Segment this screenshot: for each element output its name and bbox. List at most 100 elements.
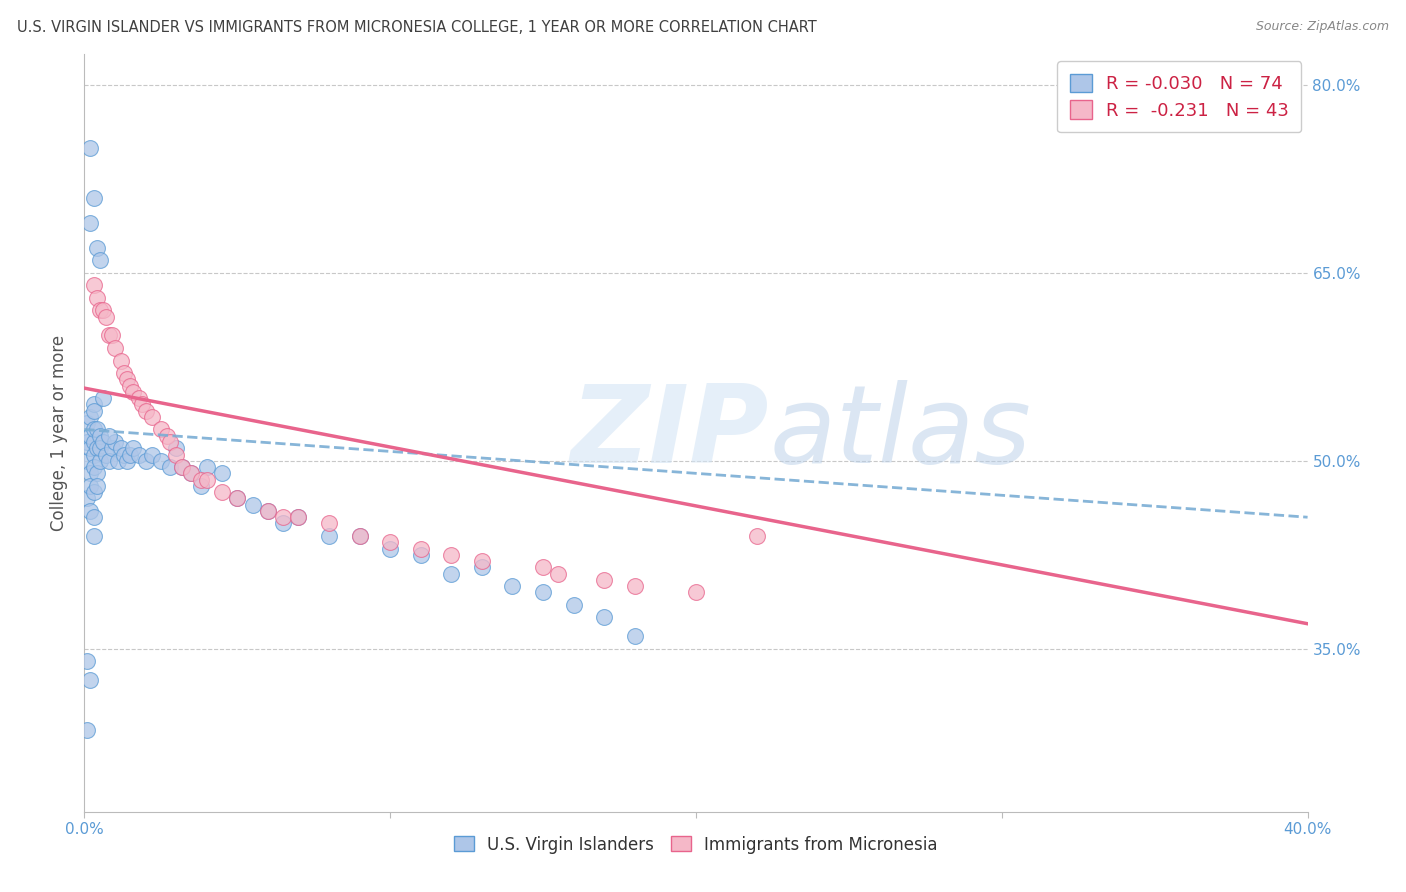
Point xyxy=(271,516,294,531)
Point xyxy=(440,566,463,581)
Point xyxy=(287,510,309,524)
Point xyxy=(76,416,98,430)
Point xyxy=(149,454,172,468)
Point xyxy=(120,378,142,392)
Point xyxy=(211,467,233,481)
Point xyxy=(83,448,105,462)
Text: Source: ZipAtlas.com: Source: ZipAtlas.com xyxy=(1256,20,1389,33)
Point xyxy=(471,554,494,568)
Point xyxy=(195,460,218,475)
Point xyxy=(83,435,105,450)
Point xyxy=(79,479,101,493)
Point xyxy=(83,397,105,411)
Point xyxy=(149,422,172,436)
Point xyxy=(257,504,280,518)
Point xyxy=(165,442,187,456)
Text: atlas: atlas xyxy=(769,380,1031,485)
Point xyxy=(89,253,111,268)
Point xyxy=(76,454,98,468)
Point xyxy=(172,460,194,475)
Point xyxy=(122,384,145,399)
Point xyxy=(79,467,101,481)
Point xyxy=(156,429,179,443)
Point xyxy=(79,409,101,424)
Point xyxy=(76,723,98,738)
Point xyxy=(79,140,101,154)
Point xyxy=(110,353,132,368)
Point xyxy=(180,467,202,481)
Point xyxy=(89,454,111,468)
Point xyxy=(104,435,127,450)
Point xyxy=(79,673,101,687)
Point xyxy=(211,485,233,500)
Point xyxy=(685,585,707,599)
Point xyxy=(945,861,967,875)
Point xyxy=(83,529,105,543)
Point xyxy=(104,341,127,355)
Point xyxy=(226,491,249,506)
Point xyxy=(624,579,647,593)
Point xyxy=(97,429,120,443)
Point xyxy=(94,310,117,324)
Point xyxy=(135,403,157,417)
Point xyxy=(115,372,138,386)
Text: U.S. VIRGIN ISLANDER VS IMMIGRANTS FROM MICRONESIA COLLEGE, 1 YEAR OR MORE CORRE: U.S. VIRGIN ISLANDER VS IMMIGRANTS FROM … xyxy=(17,20,817,35)
Point xyxy=(89,303,111,318)
Point xyxy=(91,303,114,318)
Point xyxy=(380,535,402,549)
Point xyxy=(83,510,105,524)
Point xyxy=(180,467,202,481)
Point xyxy=(97,454,120,468)
Point xyxy=(79,429,101,443)
Point xyxy=(318,529,340,543)
Point xyxy=(86,422,108,436)
Point xyxy=(318,516,340,531)
Point xyxy=(440,548,463,562)
Point xyxy=(141,448,163,462)
Point xyxy=(349,529,371,543)
Y-axis label: College, 1 year or more: College, 1 year or more xyxy=(51,334,69,531)
Point xyxy=(122,442,145,456)
Point xyxy=(97,328,120,343)
Point xyxy=(190,473,212,487)
Point xyxy=(226,491,249,506)
Point xyxy=(242,498,264,512)
Point xyxy=(128,448,150,462)
Point xyxy=(79,216,101,230)
Point xyxy=(112,366,135,380)
Point xyxy=(135,454,157,468)
Point xyxy=(86,291,108,305)
Point xyxy=(287,510,309,524)
Point xyxy=(101,328,124,343)
Point xyxy=(112,448,135,462)
Point xyxy=(593,573,616,587)
Point xyxy=(76,435,98,450)
Point xyxy=(159,460,181,475)
Point xyxy=(195,473,218,487)
Point xyxy=(531,560,554,574)
Point xyxy=(409,548,432,562)
Point xyxy=(502,579,524,593)
Point xyxy=(83,422,105,436)
Point xyxy=(165,448,187,462)
Point xyxy=(94,448,117,462)
Point xyxy=(409,541,432,556)
Point xyxy=(190,479,212,493)
Point xyxy=(86,241,108,255)
Point xyxy=(86,467,108,481)
Point xyxy=(141,409,163,424)
Point xyxy=(624,629,647,643)
Point xyxy=(107,454,129,468)
Point xyxy=(128,391,150,405)
Point xyxy=(83,278,105,293)
Point xyxy=(89,429,111,443)
Point xyxy=(115,454,138,468)
Point xyxy=(83,460,105,475)
Point xyxy=(593,610,616,624)
Point xyxy=(257,504,280,518)
Point xyxy=(747,529,769,543)
Point xyxy=(562,598,585,612)
Point xyxy=(89,442,111,456)
Point xyxy=(79,442,101,456)
Point xyxy=(79,504,101,518)
